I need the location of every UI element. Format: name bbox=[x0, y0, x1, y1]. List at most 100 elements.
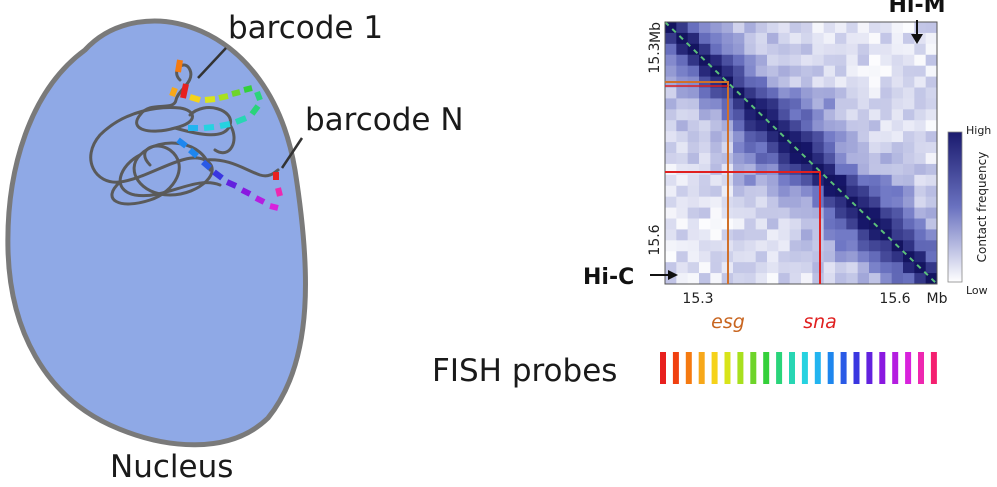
heatmap-cell bbox=[857, 163, 870, 176]
heatmap-cell bbox=[733, 185, 745, 198]
heatmap-cell bbox=[699, 87, 711, 99]
heatmap-cell bbox=[755, 185, 768, 198]
heatmap-cell bbox=[699, 262, 711, 274]
x-tick-15-6: 15.6 bbox=[879, 291, 910, 307]
heatmap-cell bbox=[801, 54, 813, 67]
heatmap-cell bbox=[823, 185, 836, 198]
heatmap-cell bbox=[665, 163, 677, 176]
heatmap-cell bbox=[903, 43, 915, 56]
heatmap-cell bbox=[835, 207, 847, 219]
fish-probe-bar bbox=[685, 352, 692, 384]
heatmap-cell bbox=[869, 32, 881, 45]
heatmap-cell bbox=[903, 229, 915, 241]
heatmap-cell bbox=[710, 207, 723, 219]
heatmap-cell bbox=[767, 32, 779, 45]
heatmap-cell bbox=[914, 174, 927, 187]
heatmap-cell bbox=[812, 65, 825, 77]
heatmap-cell bbox=[801, 153, 813, 165]
heatmap-cell bbox=[665, 109, 677, 121]
heatmap-cell bbox=[789, 98, 802, 110]
heatmap-cell bbox=[733, 43, 745, 56]
heatmap-cell bbox=[846, 251, 859, 263]
heatmap-cell bbox=[801, 185, 813, 198]
heatmap-cell bbox=[812, 131, 825, 143]
heatmap-cell bbox=[699, 196, 711, 208]
heatmap-cell bbox=[823, 142, 836, 154]
heatmap-cell bbox=[778, 163, 791, 176]
heatmap-cell bbox=[801, 174, 813, 187]
heatmap-cell bbox=[925, 185, 938, 198]
sna-gene-label: sna bbox=[803, 311, 837, 333]
heatmap-cell bbox=[755, 142, 768, 154]
heatmap-cell bbox=[710, 273, 723, 285]
heatmap-cell bbox=[812, 142, 825, 154]
heatmap-cell bbox=[778, 32, 791, 45]
fish-probe-bar bbox=[724, 352, 731, 384]
heatmap-cell bbox=[755, 87, 768, 99]
heatmap-cell bbox=[755, 54, 768, 67]
heatmap-cell bbox=[744, 229, 757, 241]
heatmap-cell bbox=[665, 87, 677, 99]
heatmap-cell bbox=[744, 22, 757, 34]
heatmap-cell bbox=[721, 32, 734, 45]
heatmap-cell bbox=[744, 109, 757, 121]
heatmap-cell bbox=[676, 185, 689, 198]
heatmap-cell bbox=[710, 185, 723, 198]
heatmap-cell bbox=[767, 76, 779, 88]
heatmap-cell bbox=[687, 131, 700, 143]
heatmap-cell bbox=[846, 218, 859, 230]
heatmap-cell bbox=[857, 43, 870, 56]
heatmap-cell bbox=[891, 131, 904, 143]
fish-probe-bar bbox=[840, 352, 847, 384]
heatmap-cell bbox=[755, 262, 768, 274]
heatmap-cell bbox=[767, 163, 779, 176]
heatmap-cell bbox=[789, 262, 802, 274]
sna-domain-line bbox=[665, 171, 821, 284]
heatmap-cell bbox=[846, 65, 859, 77]
heatmap-cell bbox=[778, 153, 791, 165]
heatmap-cell bbox=[767, 262, 779, 274]
heatmap-cell bbox=[846, 54, 859, 67]
heatmap-cell bbox=[891, 262, 904, 274]
fish-probe-bar bbox=[853, 352, 860, 384]
heatmap-cell bbox=[903, 273, 915, 285]
heatmap-cell bbox=[733, 163, 745, 176]
heatmap-cell bbox=[835, 32, 847, 45]
heatmap-cell bbox=[891, 120, 904, 132]
heatmap-frame bbox=[664, 21, 938, 285]
heatmap-cell bbox=[812, 185, 825, 198]
heatmap-cell bbox=[778, 262, 791, 274]
heatmap-cell bbox=[710, 218, 723, 230]
heatmap-cell bbox=[857, 22, 870, 34]
y-axis-unit: Mb bbox=[648, 22, 664, 43]
heatmap-cell bbox=[880, 22, 893, 34]
heatmap-cell bbox=[914, 76, 927, 88]
heatmap-cell bbox=[846, 32, 859, 45]
heatmap-cell bbox=[880, 43, 893, 56]
heatmap-cell bbox=[744, 65, 757, 77]
heatmap-cell bbox=[891, 65, 904, 77]
heatmap-cell bbox=[857, 251, 870, 263]
heatmap-cell bbox=[755, 163, 768, 176]
heatmap-cell bbox=[812, 153, 825, 165]
heatmap-cell bbox=[869, 153, 881, 165]
heatmap-cell bbox=[733, 240, 745, 252]
heatmap-cell bbox=[914, 54, 927, 67]
heatmap-cell bbox=[846, 22, 859, 34]
esg-domain-line bbox=[665, 81, 729, 284]
fish-probe-bar bbox=[789, 352, 795, 384]
heatmap-cell bbox=[755, 98, 768, 110]
colorbar-low-label: Low bbox=[966, 284, 988, 297]
fish-probe-bar bbox=[814, 352, 821, 384]
heatmap-cell bbox=[891, 163, 904, 176]
heatmap-cell bbox=[755, 218, 768, 230]
heatmap-cell bbox=[880, 229, 893, 241]
fish-probe-bar bbox=[711, 352, 718, 384]
heatmap-cell bbox=[733, 207, 745, 219]
heatmap-cell bbox=[891, 185, 904, 198]
colorbar-high-label: High bbox=[966, 124, 991, 137]
heatmap-cell bbox=[925, 142, 938, 154]
heatmap-cell bbox=[767, 153, 779, 165]
heatmap-cell bbox=[914, 185, 927, 198]
